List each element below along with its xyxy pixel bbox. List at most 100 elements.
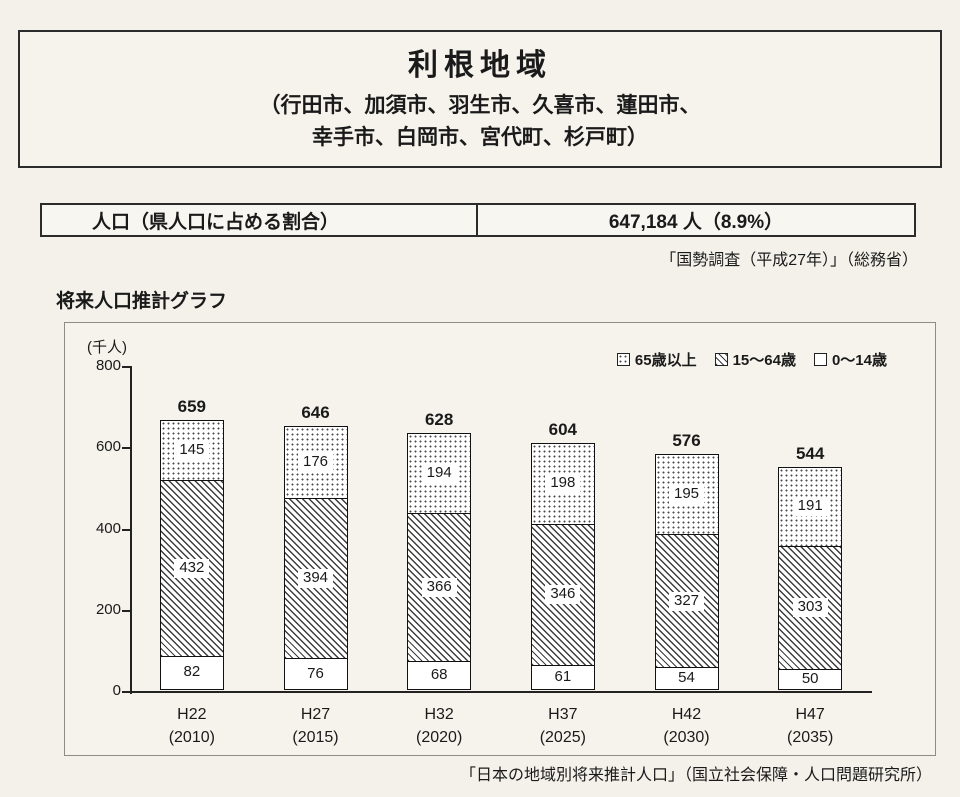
x-axis-category-label: H27 (2015) <box>261 703 371 749</box>
bar-segment-hatch: 432 <box>160 480 223 656</box>
bar-total-label: 544 <box>795 444 825 463</box>
segment-value-label: 61 <box>549 668 577 687</box>
bar-segment-plain: 54 <box>655 667 718 689</box>
segment-value-label: 366 <box>421 578 457 597</box>
stacked-bar: 194 366 68 <box>407 432 472 690</box>
y-axis-tick-label: 600 <box>95 438 121 456</box>
x-axis-category-label: H32 (2020) <box>384 703 494 749</box>
segment-value-label: 145 <box>174 441 210 461</box>
chart-source-note: 「日本の地域別将来推計人口」（国立社会保障・人口問題研究所） <box>459 767 932 784</box>
bar-segment-hatch: 346 <box>531 524 594 665</box>
y-axis-tick <box>122 691 131 693</box>
legend-label: 65歳以上 <box>634 352 697 369</box>
plain-pattern-swatch-icon <box>813 353 827 366</box>
y-axis-unit-label: (千人) <box>87 339 127 356</box>
segment-value-label: 194 <box>421 463 457 483</box>
y-axis-tick <box>122 528 131 531</box>
hatch-pattern-swatch-icon <box>714 353 728 366</box>
bar-total-label: 646 <box>301 402 330 422</box>
region-title: 利根地域 <box>408 49 552 82</box>
stacked-bar: 176 394 76 <box>283 425 348 690</box>
population-table: 人口（県人口に占める割合） 647,184 人（8.9%） <box>40 203 916 237</box>
segment-value-label: 346 <box>545 585 581 605</box>
bar-segment-dots: 198 <box>531 443 594 525</box>
segment-value-label: 176 <box>297 452 334 472</box>
category-year-label: (2035) <box>787 729 834 747</box>
segment-value-label: 432 <box>174 559 210 578</box>
dots-pattern-swatch-icon <box>616 353 630 366</box>
census-source-note: 「国勢調査（平成27年）」（総務省） <box>660 252 918 269</box>
bar-total-label: 576 <box>672 431 701 450</box>
y-axis-tick-label: 400 <box>95 519 121 537</box>
category-era-label: H22 <box>177 706 207 723</box>
segment-value-label: 82 <box>178 663 206 683</box>
bar-segment-dots: 194 <box>408 433 471 513</box>
category-era-label: H47 <box>795 706 825 723</box>
x-axis-line <box>130 691 872 693</box>
bar-total-label: 659 <box>177 397 207 417</box>
legend-label: 0～14歳 <box>831 352 887 369</box>
bar-segment-plain: 82 <box>160 655 223 689</box>
category-year-label: (2010) <box>168 729 215 747</box>
category-era-label: H37 <box>548 706 578 723</box>
legend-label: 15～64歳 <box>732 352 796 369</box>
y-axis-tick-label: 200 <box>95 600 121 618</box>
population-label: 人口（県人口に占める割合） <box>42 205 478 235</box>
bar-segment-hatch: 327 <box>655 534 718 668</box>
bar-segment-hatch: 366 <box>408 512 471 662</box>
y-axis-tick <box>122 609 131 612</box>
stacked-bar: 198 346 61 <box>530 442 595 690</box>
x-axis-category-label: H42 (2030) <box>632 703 742 749</box>
legend-item: 0～14歳 <box>813 349 887 370</box>
segment-value-label: 394 <box>297 569 334 588</box>
segment-value-label: 195 <box>668 485 705 504</box>
category-year-label: (2025) <box>539 729 586 747</box>
bar-segment-hatch: 394 <box>284 498 347 659</box>
category-year-label: (2030) <box>663 729 710 747</box>
segment-value-label: 191 <box>792 497 828 517</box>
region-title-box: 利根地域 （行田市、加須市、羽生市、久喜市、蓮田市、 幸手市、白岡市、宮代町、杉… <box>18 30 942 168</box>
chart-legend: 65歳以上 15～64歳 0～14歳 <box>616 349 887 370</box>
stacked-bar: 145 432 82 <box>159 420 224 690</box>
category-year-label: (2020) <box>416 729 463 747</box>
segment-value-label: 68 <box>425 666 453 686</box>
bar-segment-dots: 195 <box>655 455 718 535</box>
legend-item: 15～64歳 <box>714 349 796 370</box>
chart-section-title: 将来人口推計グラフ <box>56 291 228 312</box>
y-axis-line <box>130 366 132 694</box>
y-axis-tick <box>122 447 131 450</box>
segment-value-label: 198 <box>545 474 581 494</box>
population-value: 647,184 人（8.9%） <box>608 211 784 233</box>
bar-segment-hatch: 303 <box>779 545 842 669</box>
segment-value-label: 303 <box>792 598 828 618</box>
bar-segment-dots: 191 <box>779 468 842 546</box>
bar-total-label: 628 <box>424 409 454 429</box>
population-projection-chart: (千人) 65歳以上 15～64歳 0～14歳 0 200 400 600 800 145 43… <box>64 322 936 756</box>
segment-value-label: 76 <box>302 664 329 684</box>
region-cities-line2: 幸手市、白岡市、宮代町、杉戸町） <box>312 125 648 149</box>
y-axis-tick-label: 800 <box>95 357 121 374</box>
stacked-bar: 195 327 54 <box>654 454 719 690</box>
segment-value-label: 50 <box>796 669 824 689</box>
category-era-label: H32 <box>424 706 454 723</box>
y-axis-tick-label: 0 <box>112 682 121 699</box>
bar-total-label: 604 <box>548 419 578 439</box>
segment-value-label: 327 <box>668 591 705 611</box>
x-axis-category-label: H37 (2025) <box>508 703 618 749</box>
region-cities-line1: （行田市、加須市、羽生市、久喜市、蓮田市、 <box>259 94 701 117</box>
stacked-bar: 191 303 50 <box>778 467 843 690</box>
bar-segment-plain: 68 <box>408 661 471 689</box>
segment-value-label: 54 <box>673 669 700 688</box>
bar-segment-plain: 61 <box>531 664 594 689</box>
category-era-label: H42 <box>671 706 702 723</box>
x-axis-category-label: H22 (2010) <box>137 703 247 749</box>
bar-segment-plain: 50 <box>779 668 842 689</box>
y-axis-tick <box>122 366 131 368</box>
legend-item: 65歳以上 <box>616 349 697 370</box>
bar-segment-plain: 76 <box>284 658 347 689</box>
x-axis-category-label: H47 (2035) <box>755 703 865 749</box>
bar-segment-dots: 145 <box>160 421 223 481</box>
category-era-label: H27 <box>300 706 331 723</box>
category-year-label: (2015) <box>292 729 339 747</box>
